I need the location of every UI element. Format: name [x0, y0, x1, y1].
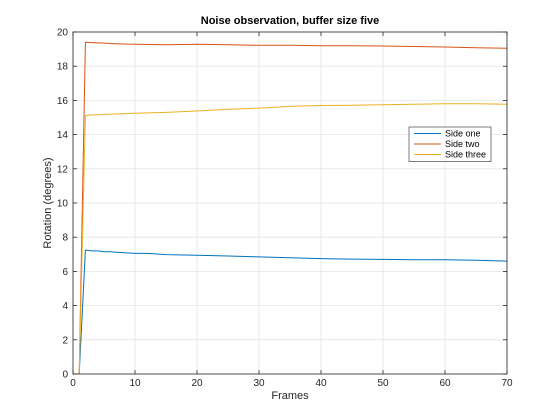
x-tick-label: 60: [439, 378, 451, 389]
y-tick-label: 0: [62, 370, 68, 381]
legend-label: Side two: [445, 139, 480, 149]
y-tick-label: 14: [57, 130, 69, 141]
y-tick-label: 10: [57, 199, 69, 210]
y-tick-label: 8: [62, 233, 68, 244]
x-tick-label: 70: [501, 378, 513, 389]
ticks: 0 10 20 30 40 50 60 70 0 2 4 6 8 10 12 14 16 18 20: [57, 28, 513, 390]
series-line-1: [78, 249, 508, 375]
y-axis-title: Rotation (degrees): [42, 157, 54, 248]
x-tick-label: 20: [191, 378, 203, 389]
y-tick-label: 18: [57, 62, 69, 73]
grid: [72, 31, 508, 375]
x-tick-label: 30: [253, 378, 265, 389]
chart-title: Noise observation, buffer size five: [201, 15, 380, 27]
y-tick-label: 12: [57, 164, 69, 175]
x-tick-label: 40: [315, 378, 327, 389]
legend-label: Side one: [445, 129, 481, 139]
series-lines: [78, 41, 508, 375]
y-tick-label: 6: [62, 267, 68, 278]
y-tick-label: 4: [62, 301, 68, 312]
x-tick-label: 10: [129, 378, 141, 389]
x-tick-label: 0: [70, 378, 76, 389]
y-tick-label: 2: [62, 335, 68, 346]
legend-label: Side three: [445, 150, 486, 160]
x-tick-label: 50: [377, 378, 389, 389]
y-tick-label: 16: [57, 96, 69, 107]
series-line-2: [78, 41, 508, 375]
y-tick-label: 20: [57, 28, 69, 39]
series-line-3: [78, 103, 508, 375]
x-axis-title: Frames: [271, 390, 309, 402]
